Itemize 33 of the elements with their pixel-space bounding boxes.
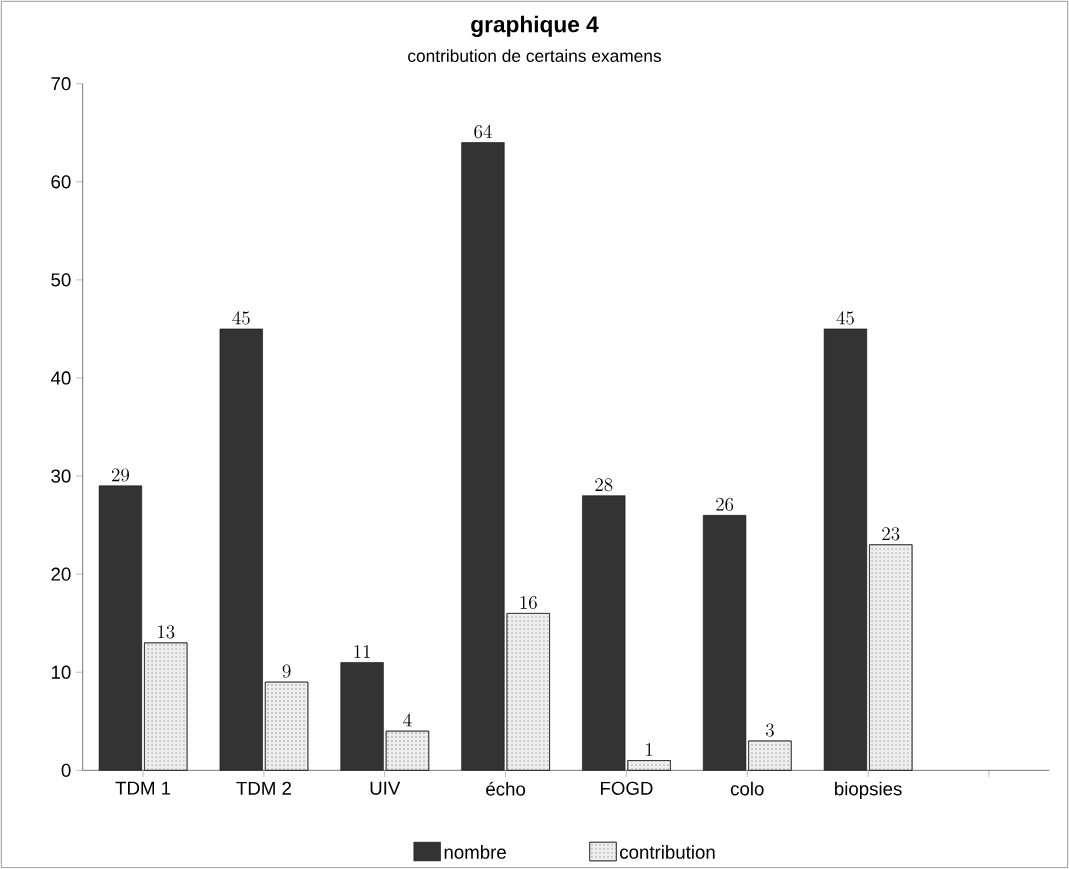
data-label: 29 (111, 468, 130, 482)
x-tick-label: TDM 1 (115, 781, 171, 795)
data-label: 3 (766, 723, 774, 737)
y-tick-label: 60 (51, 175, 71, 189)
data-label: 1 (646, 743, 653, 756)
chart-title: graphique 4 (471, 15, 599, 37)
y-tick-label: 10 (51, 665, 71, 679)
legend-label: nombre (444, 845, 506, 859)
data-label: 23 (882, 527, 900, 541)
y-tick-label: 0 (61, 763, 71, 777)
chart-subtitle: contribution de certains examens (408, 49, 662, 63)
y-tick-label: 70 (51, 77, 71, 91)
x-tick-label: écho (486, 781, 526, 796)
x-tick-label: FOGD (600, 781, 653, 795)
legend-label: contribution (620, 845, 715, 859)
x-tick-label: biopsies (835, 781, 902, 800)
data-label: 11 (354, 644, 370, 658)
y-tick-label: 20 (51, 567, 71, 581)
data-label: 4 (403, 713, 412, 727)
data-label: 28 (595, 478, 613, 492)
data-label: 45 (836, 311, 854, 325)
y-tick-label: 30 (51, 469, 71, 483)
data-label: 64 (474, 124, 492, 139)
x-tick-label: colo (730, 781, 764, 796)
x-tick-label: TDM 2 (236, 781, 291, 795)
data-label: 26 (716, 497, 734, 511)
data-label: 9 (282, 664, 291, 678)
x-tick-label: UIV (370, 781, 401, 795)
y-tick-label: 50 (51, 273, 71, 287)
y-tick-label: 40 (50, 371, 71, 385)
data-label: 13 (158, 625, 175, 639)
data-label: 16 (520, 595, 537, 610)
data-label: 45 (232, 311, 250, 325)
